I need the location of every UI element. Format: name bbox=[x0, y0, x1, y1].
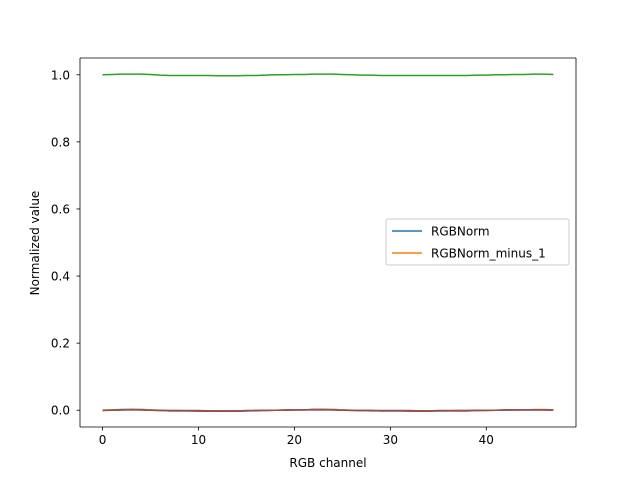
series-line-3 bbox=[102, 73, 554, 77]
y-tick-label: 0.6 bbox=[51, 202, 70, 216]
legend: RGBNorm RGBNorm_minus_1 bbox=[385, 218, 570, 266]
x-axis-ticks: 0 10 20 30 40 bbox=[99, 427, 494, 447]
y-axis-ticks: 0.0 0.2 0.4 0.6 0.8 1.0 bbox=[51, 68, 80, 418]
series-line-6 bbox=[102, 409, 554, 412]
y-tick-label: 0.4 bbox=[51, 270, 70, 284]
y-tick-label: 0.0 bbox=[51, 404, 70, 418]
series-layer bbox=[102, 73, 554, 412]
y-axis-label: Normalized value bbox=[28, 191, 42, 296]
x-axis-label: RGB channel bbox=[289, 456, 366, 470]
x-tick-label: 30 bbox=[383, 433, 398, 447]
legend-label-rgbnorm-minus-1: RGBNorm_minus_1 bbox=[431, 247, 546, 261]
x-tick-label: 20 bbox=[287, 433, 302, 447]
legend-box bbox=[385, 218, 570, 266]
x-tick-label: 40 bbox=[479, 433, 494, 447]
x-tick-label: 0 bbox=[99, 433, 107, 447]
y-tick-label: 0.2 bbox=[51, 337, 70, 351]
legend-label-rgbnorm: RGBNorm bbox=[431, 225, 490, 239]
x-tick-label: 10 bbox=[191, 433, 206, 447]
axes-frame bbox=[79, 57, 577, 428]
y-tick-label: 0.8 bbox=[51, 135, 70, 149]
y-tick-label: 1.0 bbox=[51, 68, 70, 82]
